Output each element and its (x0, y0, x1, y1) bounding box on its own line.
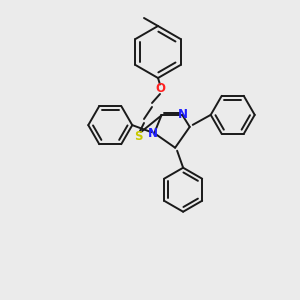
Text: N: N (148, 127, 158, 140)
Text: S: S (134, 130, 142, 142)
Text: O: O (155, 82, 165, 95)
Text: N: N (178, 108, 188, 121)
